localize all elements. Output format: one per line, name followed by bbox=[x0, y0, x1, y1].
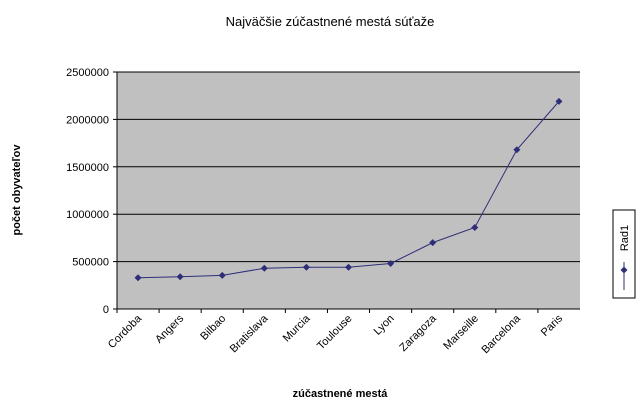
y-tick-label: 1500000 bbox=[66, 162, 109, 174]
x-tick-label: Barcelona bbox=[479, 312, 523, 356]
point bbox=[471, 223, 479, 231]
x-tick-label: Cordoba bbox=[106, 312, 145, 351]
y-tick-label: 500000 bbox=[72, 257, 109, 269]
chart-title: Najväčšie zúčastnené mestá súťaže bbox=[226, 14, 435, 29]
point bbox=[218, 271, 226, 279]
y-tick-label: 2500000 bbox=[66, 67, 109, 79]
legend bbox=[612, 209, 636, 299]
x-tick-label: Bratislava bbox=[228, 312, 271, 355]
point bbox=[555, 97, 563, 105]
x-tick-label: Paris bbox=[539, 312, 566, 339]
y-tick-label: 0 bbox=[103, 304, 109, 316]
legend-marker bbox=[620, 266, 628, 274]
y-axis-label: počet obyvateľov bbox=[11, 144, 23, 236]
x-tick-label: Lyon bbox=[372, 313, 397, 338]
point bbox=[513, 146, 521, 154]
point bbox=[134, 274, 142, 282]
x-axis-label: zúčastnené mestá bbox=[293, 388, 389, 400]
x-tick-label: Bilbao bbox=[198, 313, 228, 343]
point bbox=[345, 263, 352, 271]
point bbox=[429, 239, 437, 247]
x-tick-label: Angers bbox=[153, 312, 186, 345]
plot-area bbox=[117, 72, 580, 309]
legend-label: Rad1 bbox=[619, 225, 631, 251]
point bbox=[176, 273, 184, 281]
point bbox=[260, 264, 268, 272]
point bbox=[302, 263, 310, 271]
x-tick-label: Marseille bbox=[441, 313, 481, 353]
x-tick-label: Toulouse bbox=[315, 313, 355, 353]
y-tick-label: 1000000 bbox=[66, 209, 109, 221]
x-tick-label: Murcia bbox=[281, 312, 313, 344]
x-tick-label: Zaragoza bbox=[397, 312, 439, 354]
y-tick-label: 2000000 bbox=[66, 114, 109, 126]
point bbox=[387, 259, 395, 267]
